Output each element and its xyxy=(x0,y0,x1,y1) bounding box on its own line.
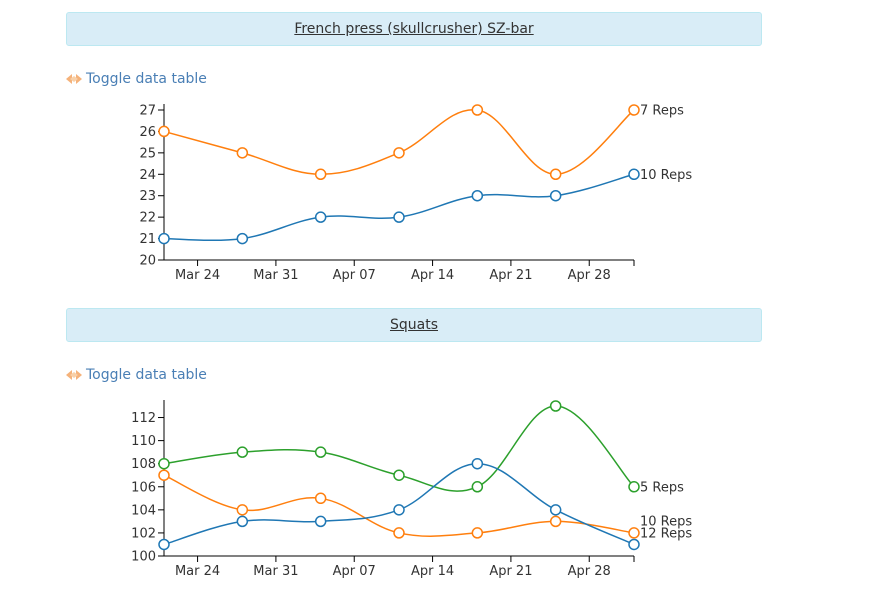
series-end-label: 10 Reps xyxy=(640,168,692,183)
data-point xyxy=(236,446,249,458)
y-tick-label: 22 xyxy=(139,211,156,226)
x-tick-label: Apr 07 xyxy=(333,564,376,579)
chart-1-toggle-data-table[interactable]: Toggle data table xyxy=(66,71,207,87)
y-tick-label: 112 xyxy=(131,411,156,426)
data-point xyxy=(471,527,484,539)
x-tick-label: Apr 14 xyxy=(411,564,454,579)
data-point xyxy=(158,538,170,551)
data-point xyxy=(236,232,249,245)
data-point xyxy=(628,527,640,539)
data-point xyxy=(628,481,640,493)
y-tick-label: 104 xyxy=(131,503,156,518)
toggle-arrows-icon xyxy=(66,74,82,84)
data-point xyxy=(236,504,249,516)
data-point xyxy=(393,527,405,539)
y-tick-label: 106 xyxy=(131,480,156,495)
data-point xyxy=(236,515,249,528)
y-tick-label: 108 xyxy=(131,457,156,472)
data-point xyxy=(314,492,327,505)
data-point xyxy=(628,538,640,551)
y-tick-label: 102 xyxy=(131,526,156,541)
chart-2-toggle-data-table[interactable]: Toggle data table xyxy=(66,367,207,383)
data-point xyxy=(628,168,640,181)
x-tick-label: Apr 14 xyxy=(411,268,454,283)
data-point xyxy=(158,125,170,138)
data-point xyxy=(549,504,562,516)
chart-french-press: 20 21 22 23 24 25 26 27 Mar 24 Mar 31 Apr 07 Apr 14… xyxy=(139,104,692,284)
data-point xyxy=(549,515,562,528)
data-point xyxy=(393,147,405,159)
data-point xyxy=(158,232,170,245)
y-tick-label: 21 xyxy=(139,232,156,247)
chart-1-header: French press (skullcrusher) SZ-bar xyxy=(66,12,762,46)
data-point xyxy=(314,515,327,528)
y-tick-label: 25 xyxy=(139,146,156,161)
data-point xyxy=(549,189,562,202)
y-tick-label: 24 xyxy=(139,168,156,183)
y-tick-label: 110 xyxy=(131,434,156,449)
series-end-label: 10 Reps xyxy=(640,514,692,529)
toggle-label: Toggle data table xyxy=(86,71,207,87)
y-tick-label: 20 xyxy=(139,254,156,269)
x-tick-label: Apr 07 xyxy=(333,268,376,283)
data-point xyxy=(393,504,405,516)
x-tick-label: Mar 24 xyxy=(175,268,220,283)
y-tick-label: 23 xyxy=(139,189,156,204)
chart-2-header: Squats xyxy=(66,308,762,342)
data-point xyxy=(471,104,484,116)
toggle-arrows-icon xyxy=(66,370,82,380)
toggle-label: Toggle data table xyxy=(86,367,207,383)
data-point xyxy=(628,104,640,116)
data-point xyxy=(158,457,170,470)
y-tick-label: 27 xyxy=(139,104,156,119)
data-point xyxy=(393,469,405,481)
data-point xyxy=(471,481,484,493)
data-point xyxy=(158,469,170,481)
x-tick-label: Mar 31 xyxy=(253,268,298,283)
data-point xyxy=(549,168,562,181)
data-point xyxy=(471,457,484,470)
x-tick-label: Apr 21 xyxy=(489,268,532,283)
x-tick-label: Apr 28 xyxy=(568,564,611,579)
data-point xyxy=(314,168,327,181)
data-point xyxy=(314,211,327,223)
x-tick-label: Mar 24 xyxy=(175,564,220,579)
data-point xyxy=(393,211,405,223)
x-tick-label: Mar 31 xyxy=(253,564,298,579)
data-point xyxy=(471,189,484,202)
data-point xyxy=(236,147,249,159)
chart-2-title-link[interactable]: Squats xyxy=(389,317,438,333)
series-end-label: 12 Reps xyxy=(640,526,692,541)
x-tick-label: Apr 28 xyxy=(568,268,611,283)
x-tick-label: Apr 21 xyxy=(489,564,532,579)
data-point xyxy=(314,446,327,458)
series-end-label: 5 Reps xyxy=(640,480,684,495)
y-tick-label: 26 xyxy=(139,125,156,140)
chart-1-title-link[interactable]: French press (skullcrusher) SZ-bar xyxy=(294,21,534,37)
series-end-label: 7 Reps xyxy=(640,104,684,119)
y-tick-label: 100 xyxy=(131,550,156,565)
data-point xyxy=(549,400,562,412)
